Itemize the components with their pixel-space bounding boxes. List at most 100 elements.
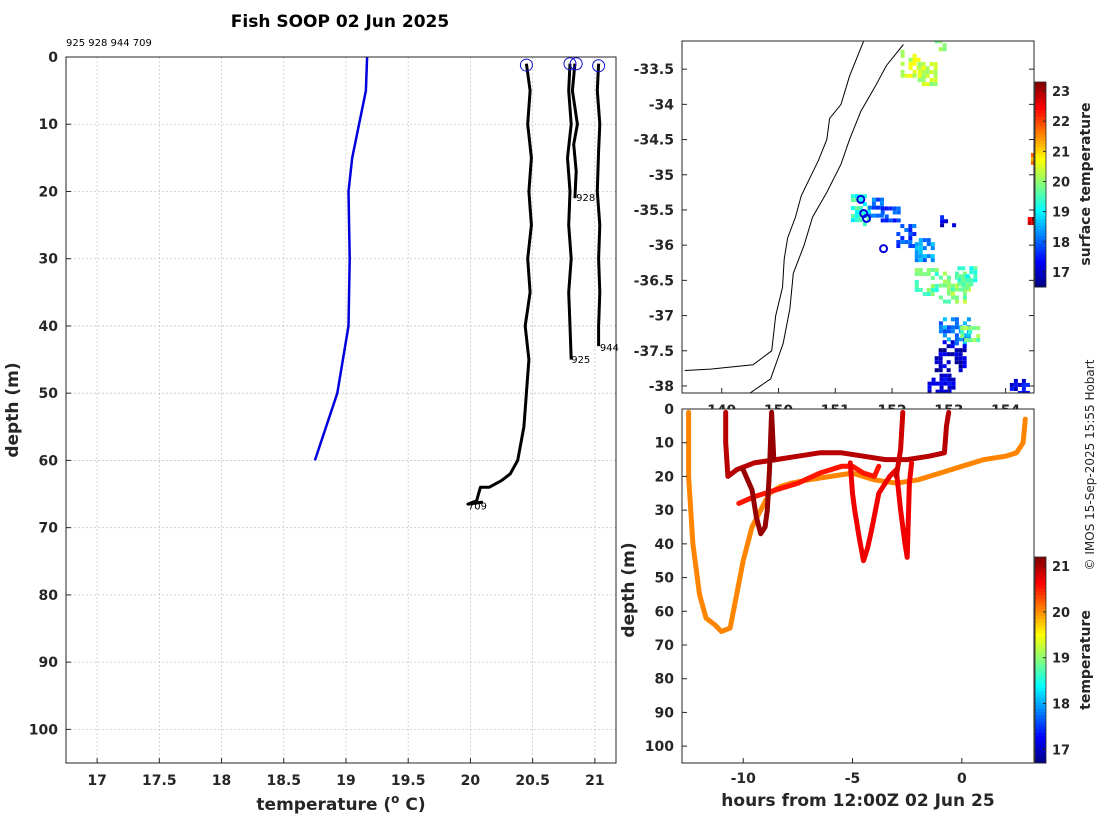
- profile-annotations: 709 925 928 944: [468, 193, 619, 513]
- sst-pixel: [938, 368, 943, 373]
- depth-tick-label: 80: [655, 672, 675, 688]
- sst-pixel: [960, 330, 965, 335]
- sst-pixel: [965, 274, 970, 279]
- sst-pixel: [854, 194, 859, 199]
- sst-pixel: [946, 352, 951, 357]
- colorbar-segment: [1035, 557, 1046, 561]
- sst-pixel: [946, 337, 951, 342]
- colorbar-segment: [1035, 697, 1046, 702]
- sst-pixel: [1021, 386, 1026, 391]
- sst-pixel: [930, 242, 935, 247]
- sst-pixel: [946, 329, 951, 334]
- colorbar-segment: [1035, 136, 1046, 141]
- sst-pixel: [1017, 382, 1022, 387]
- sst-pixel: [921, 78, 926, 83]
- sst-pixel: [938, 295, 943, 300]
- sst-pixel: [904, 73, 909, 78]
- colorbar-segment: [1035, 164, 1046, 168]
- sst-pixel: [858, 198, 863, 203]
- credit-text: © IMOS 15-Sep-2025 15:55 Hobart: [1083, 359, 1097, 570]
- sst-pixel: [942, 299, 947, 304]
- colorbar-segment: [1035, 170, 1046, 175]
- sst-pixel: [908, 232, 913, 237]
- sst-pixel: [938, 364, 943, 369]
- colorbar-frame: [1034, 81, 1047, 288]
- sst-pixel: [900, 240, 905, 245]
- sst-pixel: [957, 282, 962, 287]
- colorbar-segment: [1035, 714, 1046, 719]
- colorbar-segment: [1035, 649, 1046, 654]
- colorbar-segment: [1035, 129, 1046, 134]
- sst-pixel: [954, 275, 959, 280]
- sst-pixel: [942, 283, 947, 288]
- sst-pixel: [954, 287, 959, 292]
- colorbar-segment: [1035, 745, 1046, 750]
- sst-pixel: [1013, 382, 1018, 387]
- sst-pixel: [972, 338, 977, 343]
- sst-pixel: [921, 66, 926, 71]
- sst-pixel: [1031, 221, 1034, 225]
- sst-pixel: [918, 250, 923, 255]
- sst-pixel: [946, 344, 951, 349]
- depth-tick-label: 30: [655, 503, 675, 519]
- colorbar-segment: [1035, 215, 1046, 220]
- sst-pixel: [921, 70, 926, 75]
- colorbar-segment: [1035, 615, 1046, 620]
- colorbar-segment: [1035, 123, 1046, 127]
- colorbar-segment: [1035, 218, 1046, 223]
- sst-pixel: [850, 218, 855, 223]
- depth-time-track: [723, 409, 952, 479]
- sst-pixel: [900, 236, 905, 241]
- sst-patch: [900, 49, 921, 78]
- sst-patch: [940, 215, 957, 228]
- colorbar-segment: [1035, 82, 1046, 86]
- colorbar-segment: [1035, 684, 1046, 688]
- sst-pixel: [922, 292, 927, 297]
- colorbar-segment: [1035, 584, 1046, 589]
- sst-pixel: [900, 73, 905, 78]
- sst-pixel: [942, 329, 947, 334]
- colorbar-segment: [1035, 635, 1046, 640]
- sst-pixel: [961, 278, 966, 283]
- sst-pixel: [888, 218, 893, 223]
- sst-pixel: [896, 232, 901, 237]
- sst-pixel: [908, 244, 913, 249]
- sst-pixel: [875, 197, 880, 202]
- sst-pixel: [934, 284, 939, 289]
- sst-pixel: [908, 236, 913, 241]
- sst-pixel: [930, 254, 935, 259]
- colorbar-segment: [1035, 622, 1046, 627]
- sst-pixel: [943, 373, 948, 378]
- sst-pixel: [938, 47, 943, 52]
- sst-pixel: [866, 210, 871, 215]
- colorbar-segment: [1035, 687, 1046, 692]
- colorbar-segment: [1035, 198, 1046, 203]
- sst-pixel: [950, 317, 955, 322]
- sst-pixel: [908, 61, 913, 66]
- sst-pixel: [918, 254, 923, 259]
- sst-pixel: [944, 219, 949, 224]
- sst-pixel: [947, 373, 952, 378]
- sst-pixel: [962, 291, 967, 296]
- colorbar-segment: [1035, 673, 1046, 678]
- sst-pixel: [950, 291, 955, 296]
- sst-pixel: [938, 325, 943, 330]
- sst-pixel: [933, 66, 938, 71]
- sst-pixel: [925, 66, 930, 71]
- profile-line-944: [595, 63, 602, 347]
- sst-pixel: [927, 381, 932, 386]
- sst-pixel: [939, 381, 944, 386]
- sst-pixel: [916, 57, 921, 62]
- sst-pixel: [946, 299, 951, 304]
- sst-pixel: [969, 278, 974, 283]
- sst-pixel: [900, 53, 905, 58]
- sst-pixel: [946, 275, 951, 280]
- colorbar-segment: [1035, 119, 1046, 124]
- sst-patch: [1009, 378, 1030, 393]
- sst-pixel: [871, 201, 876, 206]
- colorbar-segment: [1035, 239, 1046, 244]
- sst-pixel: [917, 70, 922, 75]
- colorbar-segment: [1035, 280, 1046, 285]
- sst-pixel: [908, 57, 913, 62]
- colorbar-segment: [1035, 629, 1046, 634]
